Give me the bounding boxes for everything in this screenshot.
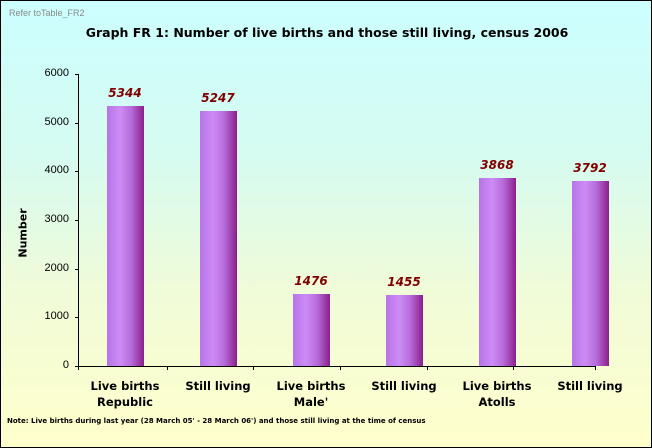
x-tick [427, 366, 428, 370]
y-tick-label: 0 [62, 359, 69, 371]
bar-live-births-atolls [479, 178, 516, 366]
x-axis [78, 366, 596, 367]
value-label: 3792 [573, 161, 607, 175]
y-tick [75, 74, 79, 75]
x-label-line: Atolls [478, 395, 516, 409]
reference-note: Refer toTable_FR2 [9, 8, 85, 18]
x-label: Live births Male' [268, 378, 354, 410]
y-axis [78, 75, 79, 367]
x-tick [167, 366, 168, 370]
x-label-line: Still living [185, 379, 251, 393]
y-tick [75, 366, 79, 367]
chart-title: Graph FR 1: Number of live births and th… [85, 25, 569, 40]
value-label: 5247 [201, 91, 235, 105]
x-label: Still living [361, 378, 447, 394]
footnote: Note: Live births during last year (28 M… [7, 417, 426, 425]
y-tick-label: 2000 [44, 262, 69, 274]
bar-live-births-male [293, 294, 330, 366]
y-tick [75, 317, 79, 318]
x-tick [340, 366, 341, 370]
x-label-line: Republic [96, 395, 153, 409]
x-tick [595, 366, 596, 370]
value-label: 1476 [294, 274, 328, 288]
value-label: 3868 [480, 158, 514, 172]
x-label-line: Live births [462, 379, 532, 393]
y-tick-label: 3000 [44, 213, 69, 225]
y-tick [75, 171, 79, 172]
x-label-line: Live births [90, 379, 160, 393]
bar-still-living-male [386, 295, 423, 366]
x-label: Live births Republic [82, 378, 168, 410]
y-tick [75, 269, 79, 270]
y-tick-label: 5000 [44, 116, 69, 128]
x-label-line: Still living [371, 379, 437, 393]
x-label-line: Live births [276, 379, 346, 393]
x-label: Still living [547, 378, 633, 394]
bar-live-births-republic [107, 106, 144, 366]
bar-still-living-atolls [572, 181, 609, 366]
value-label: 1455 [387, 275, 421, 289]
x-tick [78, 366, 79, 370]
x-label: Still living [175, 378, 261, 394]
y-tick-label: 6000 [44, 67, 69, 79]
x-label: Live births Atolls [454, 378, 540, 410]
x-tick [513, 366, 514, 370]
bar-still-living-republic [200, 111, 237, 366]
x-label-line: Male' [293, 395, 329, 409]
value-label: 5344 [108, 86, 142, 100]
x-label-line: Still living [557, 379, 623, 393]
y-tick [75, 220, 79, 221]
y-tick [75, 123, 79, 124]
x-tick [253, 366, 254, 370]
y-tick-label: 4000 [44, 164, 69, 176]
y-tick-label: 1000 [44, 310, 69, 322]
